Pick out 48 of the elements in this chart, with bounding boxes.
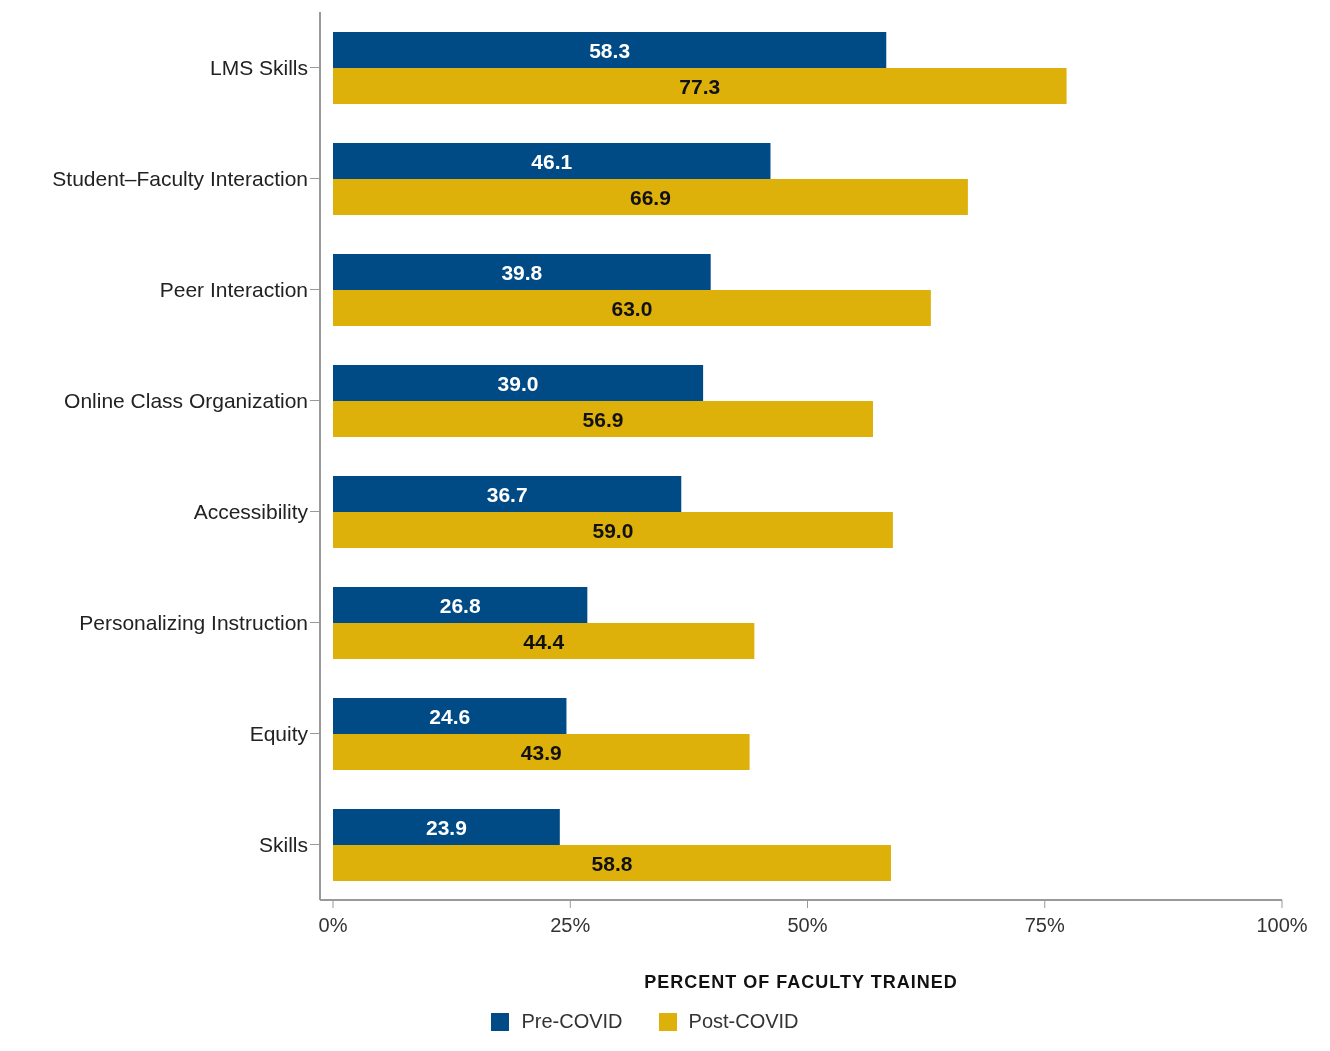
data-label: 58.8 bbox=[591, 851, 633, 875]
y-tick-label: Equity bbox=[249, 721, 309, 745]
data-label: 39.0 bbox=[497, 371, 539, 395]
data-label: 66.9 bbox=[630, 185, 671, 209]
bar bbox=[333, 179, 968, 215]
y-tick-label: LMS Skills bbox=[209, 55, 308, 79]
data-label: 23.9 bbox=[425, 815, 467, 839]
x-tick-label: 100% bbox=[1256, 914, 1308, 937]
x-tick-label: 0% bbox=[318, 914, 348, 937]
y-tick-label: Peer Interaction bbox=[159, 277, 308, 301]
data-label: 46.1 bbox=[531, 149, 573, 173]
x-tick-label: 50% bbox=[787, 914, 828, 937]
x-tick-label: 75% bbox=[1024, 914, 1065, 937]
bar bbox=[333, 734, 750, 770]
data-label: 58.3 bbox=[589, 38, 631, 62]
data-label: 36.7 bbox=[486, 482, 528, 506]
data-label: 26.8 bbox=[439, 593, 481, 617]
y-tick-label: Personalizing Instruction bbox=[79, 610, 308, 634]
data-label: 59.0 bbox=[592, 518, 634, 542]
y-tick-label: Accessibility bbox=[193, 499, 309, 523]
bar bbox=[333, 365, 704, 401]
bar bbox=[333, 290, 931, 326]
bar bbox=[333, 401, 873, 437]
data-label: 24.6 bbox=[429, 704, 471, 728]
data-label: 44.4 bbox=[523, 629, 565, 653]
data-label: 77.3 bbox=[679, 74, 721, 98]
data-label: 43.9 bbox=[520, 740, 562, 764]
bar bbox=[333, 809, 560, 845]
bar bbox=[333, 143, 771, 179]
bar bbox=[333, 698, 567, 734]
legend-label: Post-COVID bbox=[687, 1010, 799, 1033]
bar bbox=[333, 254, 711, 290]
bar bbox=[333, 512, 893, 548]
bar bbox=[333, 32, 887, 68]
y-tick-label: Online Class Organization bbox=[64, 388, 308, 412]
y-tick-label: Skills bbox=[258, 832, 308, 856]
bar bbox=[333, 476, 682, 512]
y-tick-label: Student–Faculty Interaction bbox=[52, 166, 308, 190]
bar bbox=[333, 845, 892, 881]
bar bbox=[333, 68, 1067, 104]
x-tick-label: 25% bbox=[550, 914, 591, 937]
legend-label: Pre-COVID bbox=[520, 1010, 623, 1033]
x-axis-title: PERCENT OF FACULTY TRAINED bbox=[644, 971, 958, 992]
data-label: 56.9 bbox=[582, 407, 624, 431]
bar bbox=[333, 623, 755, 659]
data-label: 39.8 bbox=[501, 260, 543, 284]
bar bbox=[333, 587, 588, 623]
data-label: 63.0 bbox=[611, 296, 653, 320]
